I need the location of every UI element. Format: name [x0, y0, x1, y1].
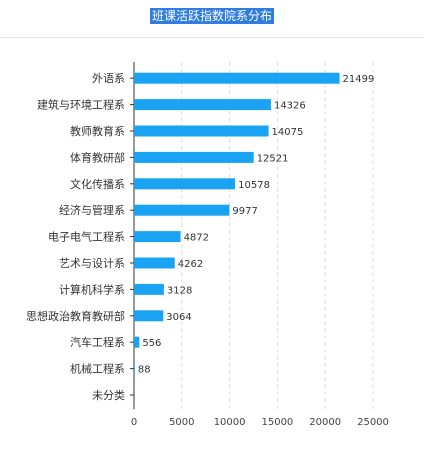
category-label: 建筑与环境工程系 — [37, 98, 125, 112]
category-label: 机械工程系 — [70, 362, 125, 376]
chart-title-wrap: 班课活跃指数院系分布 — [0, 7, 424, 24]
value-label: 14075 — [272, 127, 304, 138]
value-label: 3128 — [167, 285, 192, 296]
category-label: 教师教育系 — [70, 124, 125, 138]
value-label: 88 — [138, 365, 151, 376]
category-label: 经济与管理系 — [59, 203, 125, 217]
x-tick-label: 0 — [131, 417, 137, 428]
category-label: 计算机科学系 — [59, 282, 125, 296]
bar — [134, 257, 175, 269]
x-tick-label: 10000 — [214, 417, 246, 428]
bar — [134, 231, 181, 243]
value-label: 12521 — [257, 153, 289, 164]
value-label: 21499 — [343, 74, 375, 85]
category-label: 文化传播系 — [70, 177, 125, 191]
bar — [134, 151, 254, 163]
category-label: 汽车工程系 — [70, 335, 125, 349]
x-tick-label: 15000 — [261, 417, 293, 428]
category-label: 外语系 — [92, 72, 125, 85]
chart-title: 班课活跃指数院系分布 — [149, 8, 274, 24]
category-label: 思想政治教育教研部 — [26, 309, 125, 323]
value-label: 4262 — [178, 259, 203, 270]
bar — [134, 204, 230, 216]
category-label: 电子电气工程系 — [48, 230, 125, 244]
value-label: 14326 — [274, 101, 306, 112]
value-label: 4872 — [184, 233, 209, 244]
value-label: 556 — [142, 338, 161, 349]
bar — [134, 178, 236, 190]
bar — [134, 99, 271, 111]
bar — [134, 363, 135, 375]
bar — [134, 310, 164, 322]
bar — [134, 283, 164, 295]
value-label: 3064 — [166, 312, 191, 323]
value-label: 10578 — [238, 180, 270, 191]
category-label: 艺术与设计系 — [59, 257, 125, 270]
x-tick-label: 20000 — [309, 417, 341, 428]
bar — [134, 72, 340, 84]
title-divider — [0, 37, 424, 38]
x-tick-label: 25000 — [357, 417, 389, 428]
bar — [134, 336, 140, 348]
category-label: 体育教研部 — [70, 150, 125, 164]
category-label: 未分类 — [92, 388, 125, 402]
bar — [134, 125, 269, 137]
x-tick-label: 5000 — [169, 417, 194, 428]
value-label: 9977 — [232, 206, 257, 217]
